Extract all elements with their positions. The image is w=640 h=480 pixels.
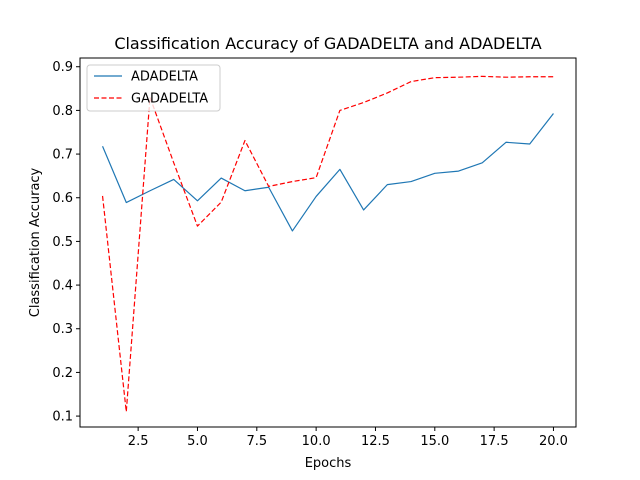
x-axis: 2.5 5.0 7.5 10.0 12.5 15.0 17.5 20.0 bbox=[128, 427, 568, 449]
y-tick-label: 0.4 bbox=[52, 279, 73, 294]
x-tick-label: 2.5 bbox=[128, 434, 149, 449]
y-tick-label: 0.8 bbox=[52, 104, 73, 119]
legend-label-adadelta: ADADELTA bbox=[131, 70, 198, 85]
x-tick-label: 12.5 bbox=[361, 434, 390, 449]
x-tick-label: 15.0 bbox=[420, 434, 449, 449]
y-tick-label: 0.6 bbox=[52, 191, 73, 206]
y-axis: 0.1 0.2 0.3 0.4 0.5 0.6 0.7 0.8 0.9 bbox=[52, 60, 80, 425]
series-line-gadadelta bbox=[101, 75, 554, 413]
x-tick-label: 7.5 bbox=[246, 434, 267, 449]
chart-title: Classification Accuracy of GADADELTA and… bbox=[114, 34, 541, 53]
x-tick-label: 5.0 bbox=[187, 434, 208, 449]
x-tick-label: 10.0 bbox=[302, 434, 331, 449]
x-tick-label: 20.0 bbox=[539, 434, 568, 449]
y-tick-label: 0.9 bbox=[52, 60, 73, 75]
y-tick-label: 0.5 bbox=[52, 235, 73, 250]
series-layer bbox=[101, 75, 554, 413]
y-tick-label: 0.3 bbox=[52, 322, 73, 337]
x-axis-title: Epochs bbox=[305, 456, 352, 471]
y-tick-label: 0.2 bbox=[52, 366, 73, 381]
legend: ADADELTA GADADELTA bbox=[86, 64, 221, 112]
y-axis-title: Classification Accuracy bbox=[28, 167, 43, 317]
y-tick-label: 0.7 bbox=[52, 148, 73, 163]
y-tick-label: 0.1 bbox=[52, 410, 73, 425]
series-line-adadelta bbox=[101, 113, 554, 232]
legend-label-gadadelta: GADADELTA bbox=[131, 92, 208, 107]
plot-frame bbox=[79, 57, 577, 428]
x-tick-label: 17.5 bbox=[480, 434, 509, 449]
